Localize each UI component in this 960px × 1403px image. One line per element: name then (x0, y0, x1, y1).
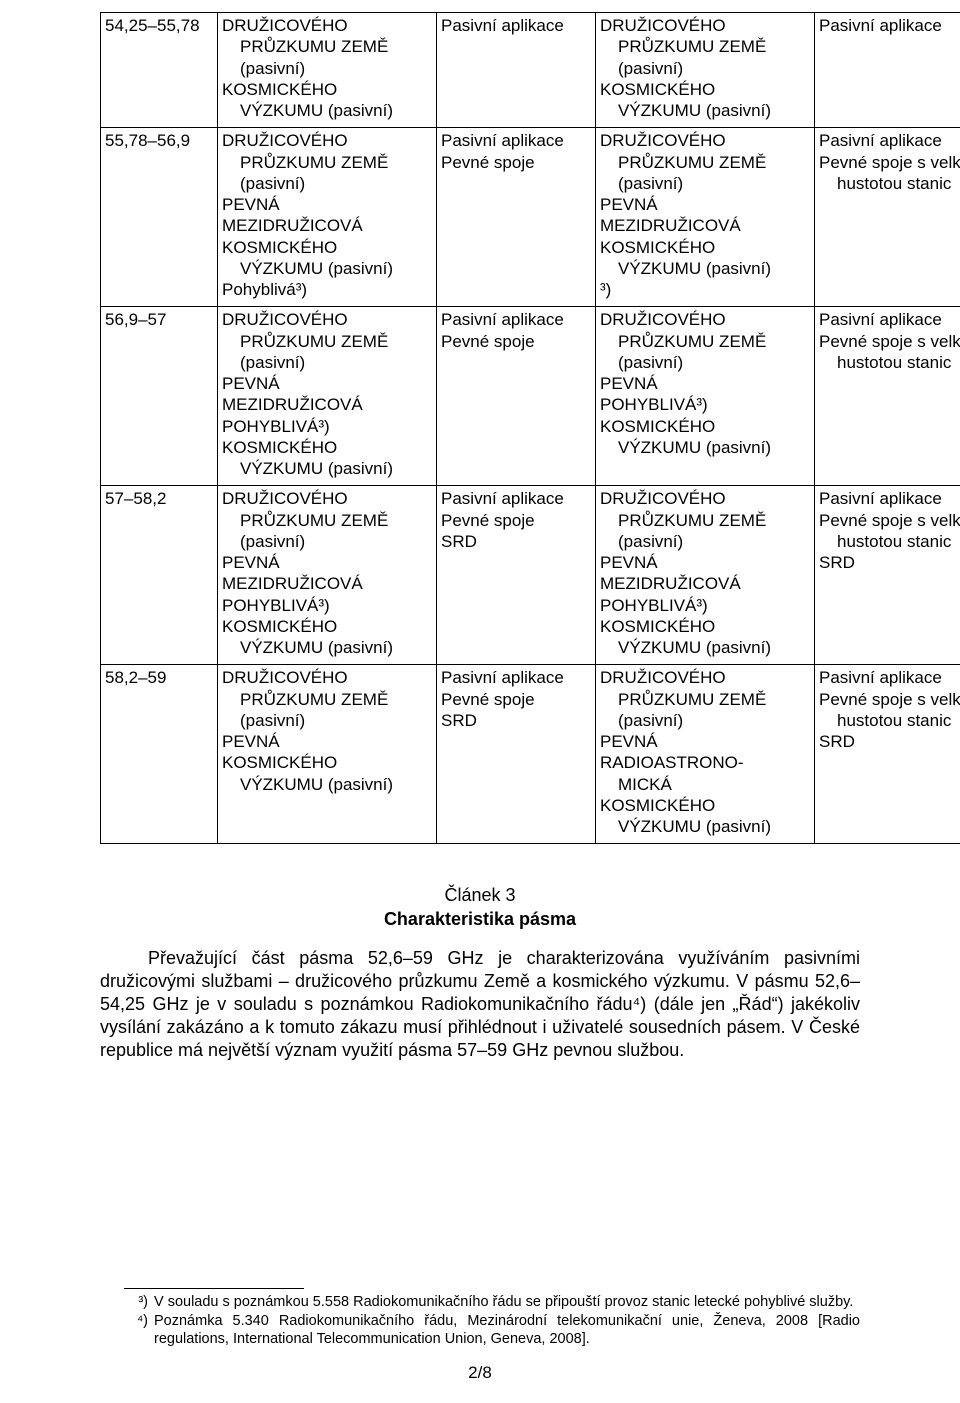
table-row: 57–58,2DRUŽICOVÉHOPRŮZKUMU ZEMĚ(pasivní)… (101, 486, 960, 665)
allocation-cell: DRUŽICOVÉHOPRŮZKUMU ZEMĚ(pasivní)PEVNÁRA… (596, 665, 815, 844)
page-number: 2/8 (0, 1363, 960, 1383)
allocation-cell: DRUŽICOVÉHOPRŮZKUMU ZEMĚ(pasivní)PEVNÁME… (218, 486, 437, 665)
table-row: 54,25–55,78DRUŽICOVÉHOPRŮZKUMU ZEMĚ(pasi… (101, 13, 960, 128)
use-cell: Pasivní aplikacePevné spoje s velkouhust… (815, 307, 960, 486)
use-cell: Pasivní aplikacePevné spoje (437, 307, 596, 486)
table-row: 58,2–59DRUŽICOVÉHOPRŮZKUMU ZEMĚ(pasivní)… (101, 665, 960, 844)
allocation-cell: DRUŽICOVÉHOPRŮZKUMU ZEMĚ(pasivní)PEVNÁKO… (218, 665, 437, 844)
allocation-cell: DRUŽICOVÉHOPRŮZKUMU ZEMĚ(pasivní)PEVNÁPO… (596, 307, 815, 486)
article-body: Převažující část pásma 52,6–59 GHz je ch… (100, 947, 860, 1062)
band-cell: 56,9–57 (101, 307, 218, 486)
footnotes-block: ³)V souladu s poznámkou 5.558 Radiokomun… (100, 1288, 860, 1348)
footnote: ³)V souladu s poznámkou 5.558 Radiokomun… (100, 1293, 860, 1311)
footnote-marker: ³) (100, 1293, 154, 1311)
footnote-text: V souladu s poznámkou 5.558 Radiokomunik… (154, 1293, 860, 1311)
table-row: 55,78–56,9DRUŽICOVÉHOPRŮZKUMU ZEMĚ(pasiv… (101, 128, 960, 307)
band-cell: 54,25–55,78 (101, 13, 218, 128)
allocation-cell: DRUŽICOVÉHOPRŮZKUMU ZEMĚ(pasivní)KOSMICK… (218, 13, 437, 128)
allocation-cell: DRUŽICOVÉHOPRŮZKUMU ZEMĚ(pasivní)PEVNÁME… (596, 128, 815, 307)
allocation-cell: DRUŽICOVÉHOPRŮZKUMU ZEMĚ(pasivní)PEVNÁME… (596, 486, 815, 665)
footnote-marker: ⁴) (100, 1312, 154, 1348)
use-cell: Pasivní aplikacePevné spoje s velkouhust… (815, 486, 960, 665)
frequency-allocation-table: 54,25–55,78DRUŽICOVÉHOPRŮZKUMU ZEMĚ(pasi… (100, 12, 960, 844)
use-cell: Pasivní aplikacePevné spoje s velkouhust… (815, 665, 960, 844)
table-row: 56,9–57DRUŽICOVÉHOPRŮZKUMU ZEMĚ(pasivní)… (101, 307, 960, 486)
article-number: Článek 3 (444, 885, 515, 905)
use-cell: Pasivní aplikacePevné spojeSRD (437, 486, 596, 665)
footnote: ⁴)Poznámka 5.340 Radiokomunikačního řádu… (100, 1312, 860, 1348)
use-cell: Pasivní aplikacePevné spoje (437, 128, 596, 307)
article-title: Charakteristika pásma (384, 909, 576, 929)
use-cell: Pasivní aplikace (437, 13, 596, 128)
article-heading: Článek 3 Charakteristika pásma (100, 884, 860, 931)
footnote-text: Poznámka 5.340 Radiokomunikačního řádu, … (154, 1312, 860, 1348)
band-cell: 58,2–59 (101, 665, 218, 844)
allocation-cell: DRUŽICOVÉHOPRŮZKUMU ZEMĚ(pasivní)KOSMICK… (596, 13, 815, 128)
use-cell: Pasivní aplikace (815, 13, 960, 128)
use-cell: Pasivní aplikacePevné spojeSRD (437, 665, 596, 844)
allocation-cell: DRUŽICOVÉHOPRŮZKUMU ZEMĚ(pasivní)PEVNÁME… (218, 128, 437, 307)
use-cell: Pasivní aplikacePevné spoje s velkouhust… (815, 128, 960, 307)
band-cell: 55,78–56,9 (101, 128, 218, 307)
allocation-cell: DRUŽICOVÉHOPRŮZKUMU ZEMĚ(pasivní)PEVNÁME… (218, 307, 437, 486)
band-cell: 57–58,2 (101, 486, 218, 665)
